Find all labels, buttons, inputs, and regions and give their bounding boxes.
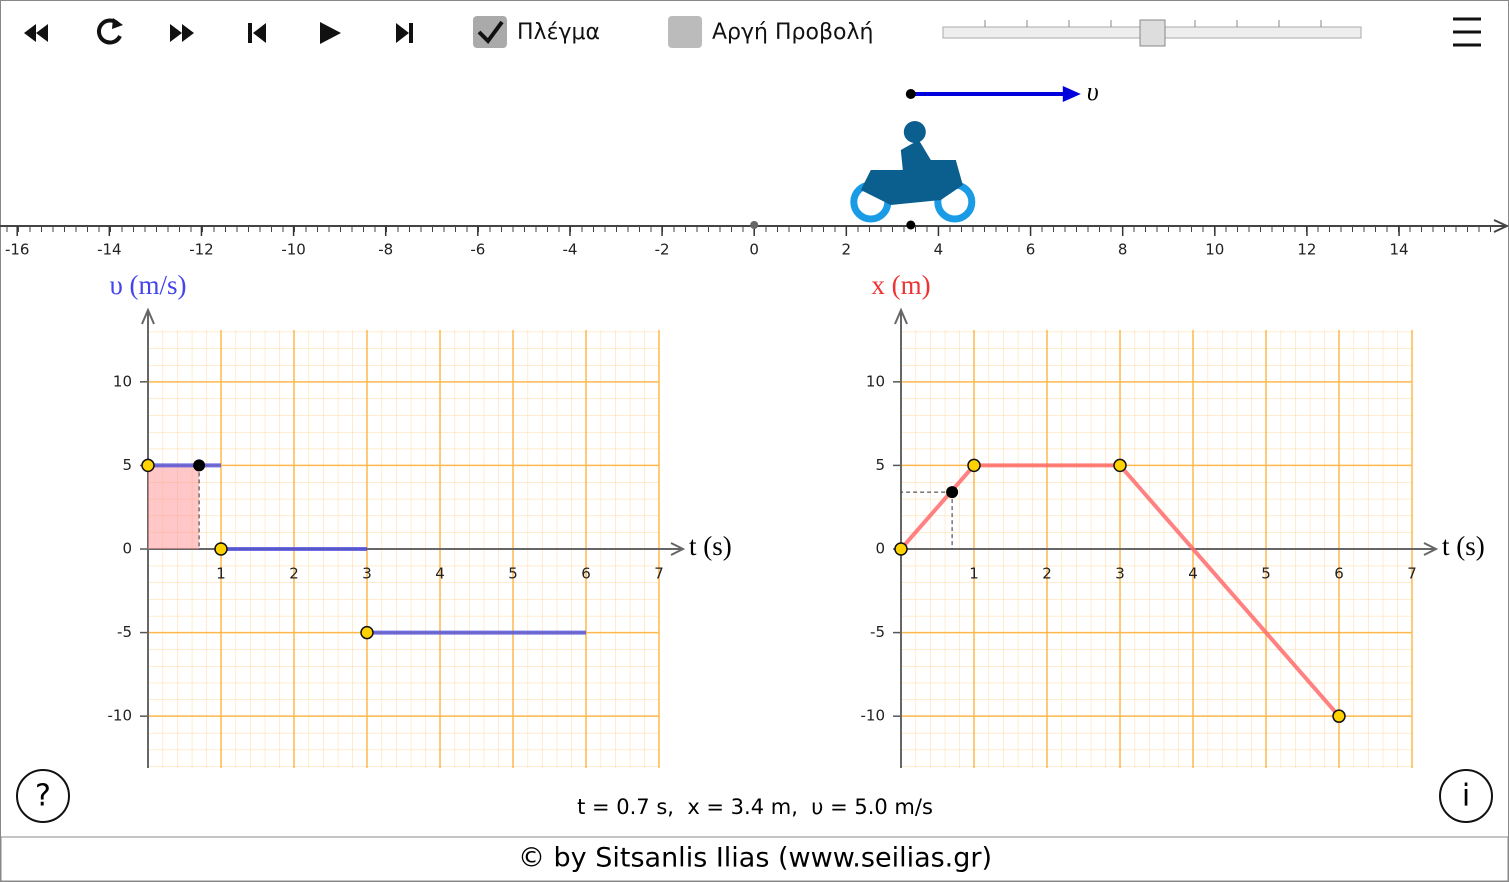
slow-label: Αργή Προβολή bbox=[712, 20, 873, 45]
slider-ticks bbox=[984, 20, 1322, 27]
x-axis bbox=[901, 542, 1439, 556]
y-tick-label: 10 bbox=[113, 372, 132, 390]
x-tick-label: 6 bbox=[1334, 565, 1344, 583]
info-button[interactable] bbox=[1439, 769, 1493, 823]
y-tick-label: -10 bbox=[861, 707, 886, 725]
rewind-button[interactable] bbox=[24, 24, 48, 42]
number-line-tick-label: -2 bbox=[655, 241, 670, 259]
current-point bbox=[946, 486, 959, 499]
rider-head bbox=[903, 121, 926, 143]
control-point bbox=[967, 458, 981, 473]
step-forward-button[interactable] bbox=[396, 23, 413, 43]
play-button[interactable] bbox=[320, 22, 341, 44]
data-line bbox=[148, 463, 586, 635]
toolbar: Πλέγμα Αργή Προβολή bbox=[24, 16, 1481, 48]
help-button[interactable] bbox=[16, 769, 70, 823]
bike-body bbox=[860, 140, 963, 205]
x-axis-label: t (s) bbox=[689, 531, 732, 561]
fast-forward-button[interactable] bbox=[170, 24, 194, 42]
number-line-ticks: -16 -14 -12 -10 -8 -6 -4 -2 0 2 4 6 8 10 12 14 bbox=[5, 221, 1409, 259]
number-line-tick-label: -16 bbox=[5, 241, 30, 259]
grid-label: Πλέγμα bbox=[517, 20, 600, 45]
graphs: 1 2 3 4 5 6 7 -10 -5 0 5 10 t (s) υ (m/s) 1 2 3 4 5 6 7 -10 -5… bbox=[108, 270, 1485, 768]
y-tick-label: 10 bbox=[866, 372, 885, 390]
grid-checkbox[interactable] bbox=[473, 16, 507, 48]
number-line-tick-label: -4 bbox=[562, 241, 577, 259]
y-tick-label: 5 bbox=[875, 456, 885, 474]
x-tick-label: 4 bbox=[1188, 565, 1198, 583]
number-line-tick-label: -14 bbox=[97, 241, 122, 259]
x-tick-label: 1 bbox=[969, 565, 979, 583]
x-tick-label: 3 bbox=[1115, 565, 1125, 583]
reload-arrow bbox=[112, 18, 123, 29]
slow-checkbox[interactable] bbox=[668, 16, 702, 48]
reload-button[interactable] bbox=[96, 18, 122, 45]
help-label: ? bbox=[35, 779, 51, 814]
x-tick-label: 7 bbox=[654, 565, 664, 583]
number-line-tick-label: 4 bbox=[934, 241, 944, 259]
current-guide bbox=[901, 491, 953, 549]
info-label: i bbox=[1462, 779, 1470, 814]
checkmark bbox=[477, 20, 504, 45]
number-line-tick-label: 14 bbox=[1390, 241, 1409, 259]
number-line-minor-ticks bbox=[0, 226, 1495, 232]
x-axis-label: t (s) bbox=[1442, 531, 1485, 561]
number-line-tick-label: -12 bbox=[189, 241, 214, 259]
control-point bbox=[894, 542, 908, 556]
y-tick-label: -5 bbox=[117, 623, 132, 641]
x-tick-label: 5 bbox=[1261, 565, 1271, 583]
y-axis-label: υ (m/s) bbox=[109, 270, 186, 300]
number-line-tick-label: 10 bbox=[1205, 241, 1224, 259]
number-line-tick-label: -6 bbox=[470, 241, 485, 259]
y-tick-label: 0 bbox=[875, 540, 885, 558]
control-point bbox=[214, 542, 228, 556]
x-tick-label: 1 bbox=[216, 565, 226, 583]
step-back-button[interactable] bbox=[248, 23, 266, 43]
x-tick-label: 6 bbox=[581, 565, 591, 583]
y-axis-label: x (m) bbox=[871, 270, 930, 300]
number-line-tick-label: 6 bbox=[1026, 241, 1036, 259]
control-point bbox=[1113, 458, 1127, 473]
menu-button[interactable] bbox=[1453, 17, 1481, 47]
vector-tail bbox=[905, 89, 916, 99]
vector-label: υ bbox=[1087, 77, 1099, 106]
x-tick-label: 2 bbox=[1042, 565, 1052, 583]
number-line-tick-label: 0 bbox=[749, 241, 759, 259]
y-tick-label: 5 bbox=[122, 456, 132, 474]
footer-box bbox=[0, 836, 1509, 882]
number-line-tick-label: 12 bbox=[1297, 241, 1316, 259]
footer: © by Sitsanlis Ilias (www.seilias.gr) bbox=[518, 843, 992, 874]
slider-thumb[interactable] bbox=[1139, 19, 1166, 47]
area-under-curve bbox=[148, 465, 200, 549]
x-tick-label: 5 bbox=[508, 565, 518, 583]
current-point bbox=[193, 459, 206, 472]
data-line bbox=[899, 463, 1341, 718]
motorcycle: υ bbox=[850, 77, 1099, 230]
x-tick-label: 4 bbox=[435, 565, 445, 583]
number-line-tick-label: 8 bbox=[1118, 241, 1128, 259]
velocity-arrowhead bbox=[1062, 86, 1081, 102]
x-tick-label: 3 bbox=[362, 565, 372, 583]
control-point bbox=[1332, 709, 1346, 723]
number-line-tick-label: -8 bbox=[378, 241, 393, 259]
control-point bbox=[360, 625, 374, 640]
number-line-tick-label: -10 bbox=[281, 241, 306, 259]
status-text: t = 0.7 s, x = 3.4 m, υ = 5.0 m/s bbox=[577, 795, 933, 819]
number-line-tick-label: 2 bbox=[842, 241, 852, 259]
control-point bbox=[141, 458, 155, 473]
position-dot bbox=[906, 220, 916, 230]
origin-dot bbox=[750, 221, 759, 229]
y-tick-label: 0 bbox=[122, 540, 132, 558]
x-tick-label: 7 bbox=[1407, 565, 1417, 583]
y-tick-label: -10 bbox=[108, 707, 133, 725]
y-axis bbox=[894, 307, 908, 768]
x-tick-label: 2 bbox=[289, 565, 299, 583]
y-tick-label: -5 bbox=[870, 623, 885, 641]
